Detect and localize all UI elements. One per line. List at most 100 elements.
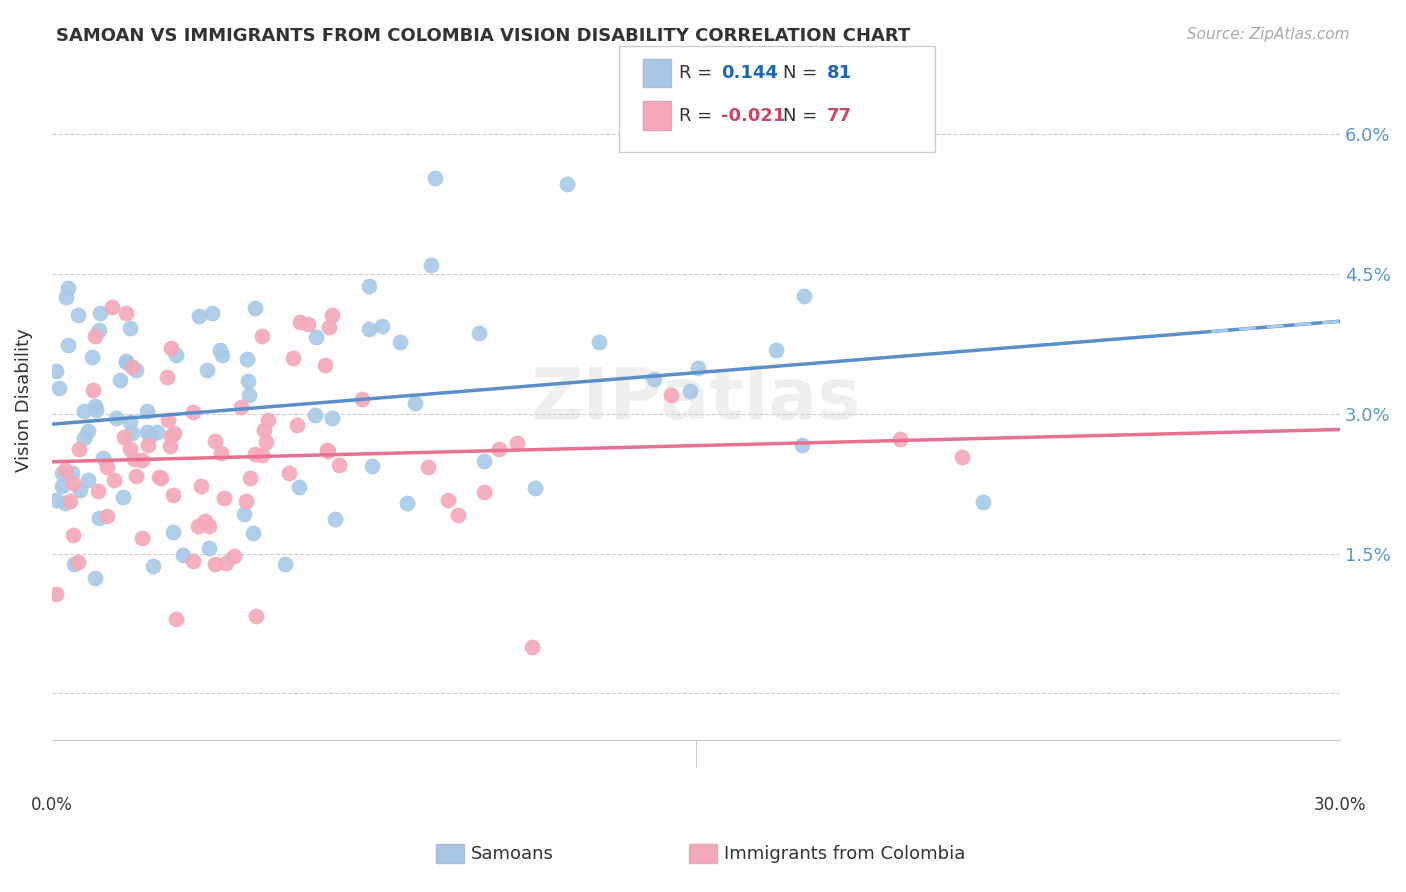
Text: N =: N =	[783, 106, 817, 125]
Point	[233, 507, 256, 521]
Point	[472, 485, 495, 500]
Text: 0.144: 0.144	[721, 64, 778, 82]
Point	[115, 306, 138, 320]
Point	[165, 348, 187, 362]
Point	[224, 549, 246, 563]
Point	[108, 373, 131, 387]
Point	[359, 279, 381, 293]
Point	[160, 341, 183, 355]
Point	[121, 425, 143, 440]
Point	[972, 495, 994, 509]
Point	[447, 508, 470, 523]
Point	[190, 479, 212, 493]
Point	[242, 526, 264, 541]
Point	[105, 410, 128, 425]
Text: 30.0%: 30.0%	[1315, 796, 1367, 814]
Point	[187, 519, 209, 533]
Point	[45, 493, 67, 508]
Point	[314, 358, 336, 372]
Point	[468, 326, 491, 340]
Point	[103, 473, 125, 487]
Y-axis label: Vision Disability: Vision Disability	[15, 328, 32, 472]
Point	[84, 571, 107, 585]
Point	[82, 383, 104, 397]
Point	[506, 436, 529, 450]
Point	[555, 177, 578, 191]
Point	[80, 350, 103, 364]
Point	[321, 308, 343, 322]
Point	[250, 329, 273, 343]
Point	[198, 519, 221, 533]
Point	[793, 289, 815, 303]
Point	[235, 493, 257, 508]
Point	[149, 470, 172, 484]
Point	[87, 511, 110, 525]
Point	[62, 528, 84, 542]
Point	[91, 450, 114, 465]
Point	[96, 460, 118, 475]
Point	[84, 328, 107, 343]
Point	[77, 425, 100, 439]
Point	[121, 359, 143, 374]
Text: 77: 77	[827, 106, 852, 125]
Point	[357, 322, 380, 336]
Point	[53, 463, 76, 477]
Point	[194, 514, 217, 528]
Point	[790, 438, 813, 452]
Point	[245, 608, 267, 623]
Point	[118, 442, 141, 456]
Point	[661, 387, 683, 401]
Point	[524, 481, 547, 495]
Point	[288, 479, 311, 493]
Point	[236, 352, 259, 367]
Point	[135, 404, 157, 418]
Point	[321, 410, 343, 425]
Point	[328, 458, 350, 473]
Point	[138, 429, 160, 443]
Point	[131, 531, 153, 545]
Point	[522, 640, 544, 654]
Point	[73, 431, 96, 445]
Point	[297, 317, 319, 331]
Point	[404, 396, 426, 410]
Point	[350, 392, 373, 406]
Point	[115, 354, 138, 368]
Point	[256, 413, 278, 427]
Text: Samoans: Samoans	[471, 845, 554, 863]
Point	[83, 399, 105, 413]
Point	[112, 430, 135, 444]
Point	[162, 524, 184, 539]
Point	[285, 418, 308, 433]
Text: -0.021: -0.021	[721, 106, 786, 125]
Point	[211, 348, 233, 362]
Point	[305, 330, 328, 344]
Point	[124, 468, 146, 483]
Point	[58, 281, 80, 295]
Point	[111, 490, 134, 504]
Point	[253, 424, 276, 438]
Point	[84, 402, 107, 417]
Text: R =: R =	[679, 106, 713, 125]
Point	[118, 416, 141, 430]
Point	[87, 484, 110, 499]
Point	[172, 549, 194, 563]
Point	[148, 470, 170, 484]
Point	[183, 554, 205, 568]
Point	[229, 401, 252, 415]
Point	[437, 492, 460, 507]
Point	[156, 413, 179, 427]
Text: Source: ZipAtlas.com: Source: ZipAtlas.com	[1187, 27, 1350, 42]
Point	[388, 334, 411, 349]
Point	[55, 290, 77, 304]
Point	[950, 450, 973, 464]
Point	[48, 381, 70, 395]
Text: 0.0%: 0.0%	[31, 796, 73, 814]
Point	[96, 509, 118, 524]
Point	[204, 557, 226, 571]
Point	[156, 369, 179, 384]
Text: Immigrants from Colombia: Immigrants from Colombia	[724, 845, 966, 863]
Point	[77, 474, 100, 488]
Point	[58, 338, 80, 352]
Point	[122, 452, 145, 467]
Point	[69, 483, 91, 498]
